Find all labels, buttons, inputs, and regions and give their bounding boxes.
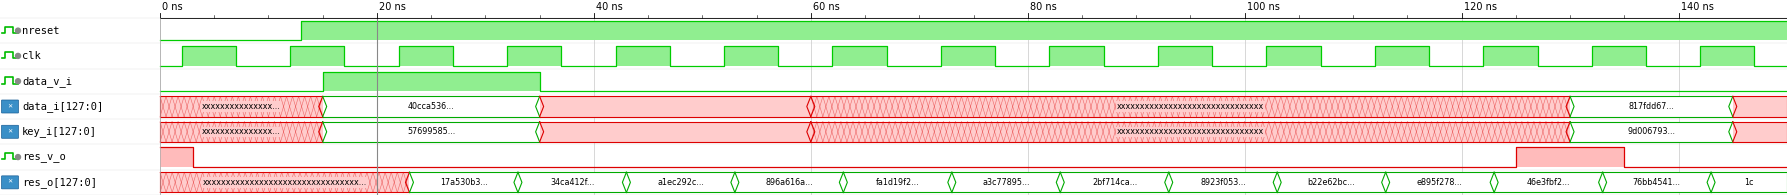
Text: key_i[127:0]: key_i[127:0]: [21, 126, 96, 137]
Text: ✕: ✕: [7, 104, 13, 109]
Bar: [1733, 122, 1787, 142]
Text: a1ec292c...: a1ec292c...: [658, 178, 704, 187]
Text: 817fdd67...: 817fdd67...: [1628, 102, 1674, 111]
Text: 8923f053...: 8923f053...: [1201, 178, 1246, 187]
Text: 40 ns: 40 ns: [595, 2, 622, 12]
Text: 0 ns: 0 ns: [163, 2, 182, 12]
Bar: [811, 122, 1571, 142]
Text: 57699585...: 57699585...: [407, 127, 456, 136]
Text: xxxxxxxxxxxxxxxxxxxxxxxxxxxxxxxxx...: xxxxxxxxxxxxxxxxxxxxxxxxxxxxxxxxx...: [202, 178, 366, 187]
Bar: [734, 172, 843, 192]
Circle shape: [16, 53, 20, 58]
Text: 120 ns: 120 ns: [1464, 2, 1496, 12]
Bar: [843, 172, 952, 192]
Text: 40cca536...: 40cca536...: [407, 102, 454, 111]
Text: 17a530b3...: 17a530b3...: [440, 178, 488, 187]
Bar: [1267, 46, 1321, 66]
Text: 100 ns: 100 ns: [1247, 2, 1279, 12]
Text: nreset: nreset: [21, 26, 59, 36]
Bar: [1571, 122, 1733, 142]
Bar: [540, 122, 811, 142]
Bar: [1278, 172, 1385, 192]
Text: e895f278...: e895f278...: [1417, 178, 1464, 187]
Bar: [161, 172, 409, 192]
Bar: [182, 46, 236, 66]
Bar: [1049, 46, 1104, 66]
Bar: [161, 96, 323, 117]
Bar: [1571, 96, 1733, 117]
Bar: [1712, 172, 1787, 192]
Bar: [399, 46, 452, 66]
Bar: [1483, 46, 1537, 66]
Bar: [1494, 172, 1603, 192]
Text: xxxxxxxxxxxxxxxxxxxxxxxxxxxxxxx: xxxxxxxxxxxxxxxxxxxxxxxxxxxxxxx: [1117, 127, 1263, 136]
Text: a3c77895...: a3c77895...: [983, 178, 1029, 187]
Bar: [161, 122, 323, 142]
Text: data_v_i: data_v_i: [21, 76, 71, 87]
Text: 60 ns: 60 ns: [813, 2, 840, 12]
Text: ✕: ✕: [7, 180, 13, 185]
Circle shape: [16, 28, 20, 33]
Bar: [323, 72, 540, 91]
Bar: [323, 122, 540, 142]
Text: 46e3fbf2...: 46e3fbf2...: [1526, 178, 1571, 187]
Text: ✕: ✕: [7, 129, 13, 134]
Bar: [1515, 147, 1624, 167]
Circle shape: [16, 79, 20, 84]
Text: 896a616a...: 896a616a...: [765, 178, 813, 187]
Text: fa1d19f2...: fa1d19f2...: [876, 178, 919, 187]
Text: res_o[127:0]: res_o[127:0]: [21, 177, 96, 188]
Bar: [724, 46, 779, 66]
Bar: [300, 21, 1787, 40]
Text: 20 ns: 20 ns: [379, 2, 406, 12]
Bar: [627, 172, 734, 192]
Bar: [1374, 46, 1430, 66]
Text: 80 ns: 80 ns: [1029, 2, 1056, 12]
Bar: [508, 46, 561, 66]
Bar: [289, 46, 345, 66]
Bar: [1385, 172, 1494, 192]
Bar: [1603, 172, 1712, 192]
Bar: [540, 96, 811, 117]
Bar: [518, 172, 627, 192]
Text: xxxxxxxxxxxxxxx...: xxxxxxxxxxxxxxx...: [202, 127, 281, 136]
Text: xxxxxxxxxxxxxxx...: xxxxxxxxxxxxxxx...: [202, 102, 281, 111]
Bar: [409, 172, 518, 192]
Text: 2bf714ca...: 2bf714ca...: [1092, 178, 1137, 187]
Bar: [1699, 46, 1755, 66]
Bar: [833, 46, 886, 66]
Bar: [1060, 172, 1169, 192]
Bar: [1169, 172, 1278, 192]
Bar: [323, 96, 540, 117]
Bar: [1733, 96, 1787, 117]
Text: 1c: 1c: [1744, 178, 1753, 187]
Bar: [1158, 46, 1212, 66]
Bar: [1592, 46, 1646, 66]
Text: xxxxxxxxxxxxxxxxxxxxxxxxxxxxxxx: xxxxxxxxxxxxxxxxxxxxxxxxxxxxxxx: [1117, 102, 1263, 111]
FancyBboxPatch shape: [2, 176, 18, 189]
Text: 140 ns: 140 ns: [1680, 2, 1714, 12]
Text: data_i[127:0]: data_i[127:0]: [21, 101, 104, 112]
Text: 9d006793...: 9d006793...: [1628, 127, 1676, 136]
Text: clk: clk: [21, 51, 41, 61]
FancyBboxPatch shape: [2, 100, 18, 113]
Text: 76bb4541...: 76bb4541...: [1633, 178, 1682, 187]
Circle shape: [16, 155, 20, 160]
Text: res_v_o: res_v_o: [21, 152, 66, 162]
Bar: [942, 46, 995, 66]
Bar: [161, 147, 193, 167]
Bar: [952, 172, 1060, 192]
Text: 34ca412f...: 34ca412f...: [550, 178, 595, 187]
Bar: [615, 46, 670, 66]
FancyBboxPatch shape: [2, 125, 18, 138]
Bar: [811, 96, 1571, 117]
Text: b22e62bc...: b22e62bc...: [1308, 178, 1355, 187]
